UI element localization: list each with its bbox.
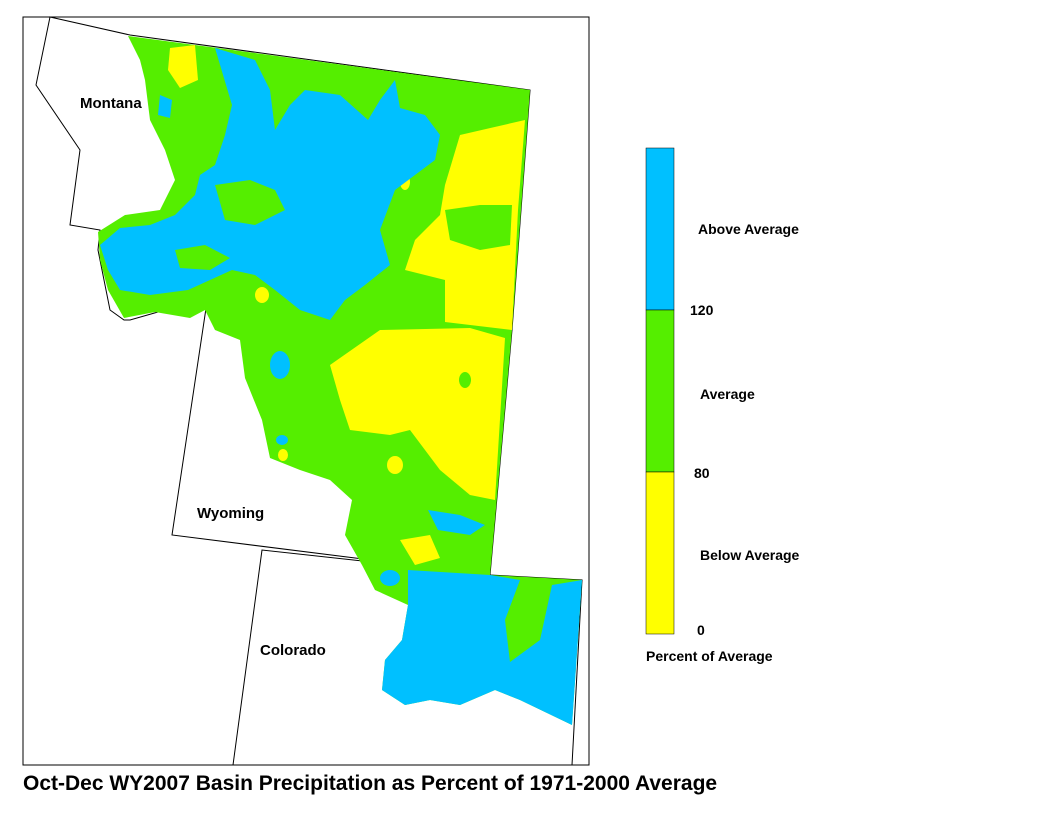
state-label-colorado: Colorado: [260, 642, 326, 659]
legend-above-average-swatch: [645, 147, 675, 311]
legend-below-average-swatch: [645, 471, 675, 635]
average-islands: [175, 180, 512, 388]
legend-label-average: Average: [700, 386, 755, 402]
map-caption: Oct-Dec WY2007 Basin Precipitation as Pe…: [23, 772, 718, 795]
legend-label-below-average: Below Average: [700, 547, 800, 563]
legend-label-above-average: Above Average: [698, 221, 799, 237]
legend-break-upper: 120: [690, 302, 714, 318]
legend-average-swatch: [645, 309, 675, 473]
state-label-wyoming: Wyoming: [197, 505, 265, 522]
state-label-montana: Montana: [80, 95, 142, 112]
legend-break-lower: 80: [694, 465, 710, 481]
legend-title: Percent of Average: [646, 648, 773, 664]
legend-break-min: 0: [697, 622, 705, 638]
